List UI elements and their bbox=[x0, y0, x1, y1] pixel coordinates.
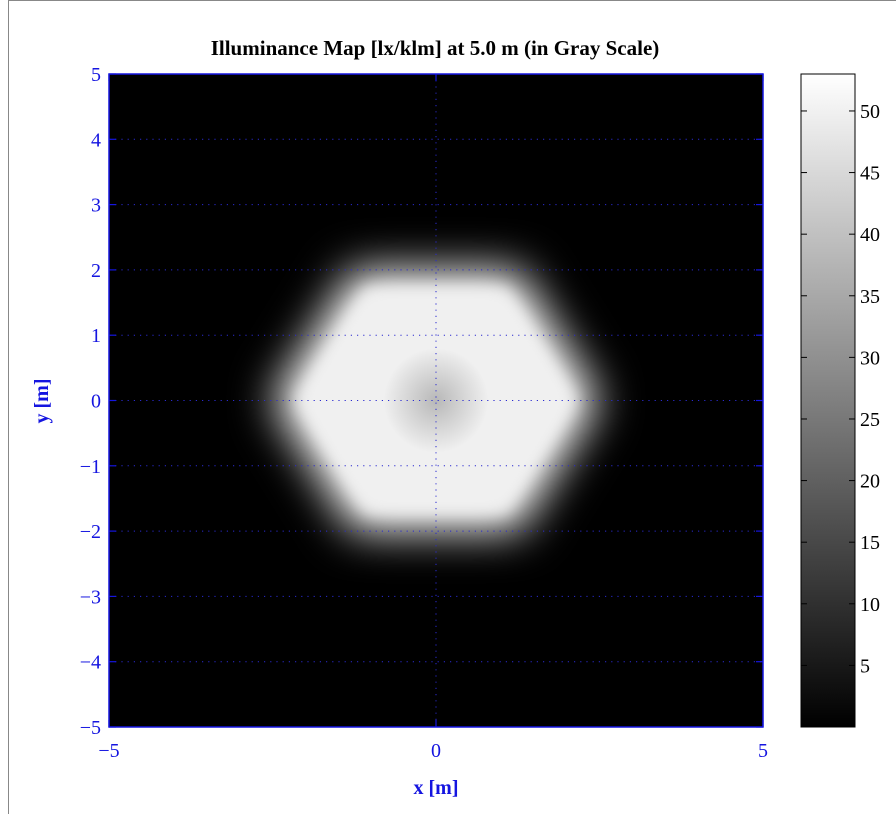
x-tick-label: 5 bbox=[758, 740, 768, 762]
plot-frame bbox=[108, 73, 764, 728]
y-tick-label: 3 bbox=[91, 195, 101, 217]
y-tick-label: 4 bbox=[91, 129, 101, 151]
y-tick-label: 2 bbox=[91, 260, 101, 282]
y-tick-label: −2 bbox=[80, 521, 101, 543]
chart-title: Illuminance Map [lx/klm] at 5.0 m (in Gr… bbox=[210, 36, 660, 60]
colorbar-tick-label: 25 bbox=[860, 409, 880, 431]
y-tick-label: −1 bbox=[80, 456, 101, 478]
y-axis-label: y [m] bbox=[31, 379, 53, 424]
colorbar-ticks: 5 10 15 20 25 30 35 40 45 50 bbox=[801, 101, 880, 677]
colorbar-tick-label: 30 bbox=[860, 347, 880, 369]
x-tick-label: 0 bbox=[431, 740, 441, 762]
colorbar bbox=[800, 73, 856, 728]
y-tick-label: 0 bbox=[91, 391, 101, 413]
x-tick-label: −5 bbox=[98, 740, 119, 762]
colorbar-tick-label: 40 bbox=[860, 224, 880, 246]
colorbar-tick-label: 20 bbox=[860, 471, 880, 493]
colorbar-tick-label: 35 bbox=[860, 286, 880, 308]
y-tick-label: 1 bbox=[91, 325, 101, 347]
colorbar-tick-label: 5 bbox=[860, 655, 870, 677]
x-tick-labels: −5 0 5 bbox=[98, 740, 768, 762]
frame-border-left bbox=[8, 0, 9, 814]
y-tick-label: −5 bbox=[80, 717, 101, 739]
y-tick-labels: −5 −4 −3 −2 −1 0 1 2 3 4 5 bbox=[80, 64, 101, 739]
frame-border-top bbox=[8, 0, 896, 1]
colorbar-tick-label: 15 bbox=[860, 532, 880, 554]
y-tick-label: −4 bbox=[80, 652, 101, 674]
colorbar-tick-label: 50 bbox=[860, 101, 880, 123]
y-tick-label: −3 bbox=[80, 586, 101, 608]
heatmap-center-dip bbox=[383, 348, 489, 453]
x-axis-label: x [m] bbox=[414, 777, 459, 799]
colorbar-tick-label: 45 bbox=[860, 163, 880, 185]
y-tick-label: 5 bbox=[91, 64, 101, 86]
colorbar-tick-label: 10 bbox=[860, 594, 880, 616]
